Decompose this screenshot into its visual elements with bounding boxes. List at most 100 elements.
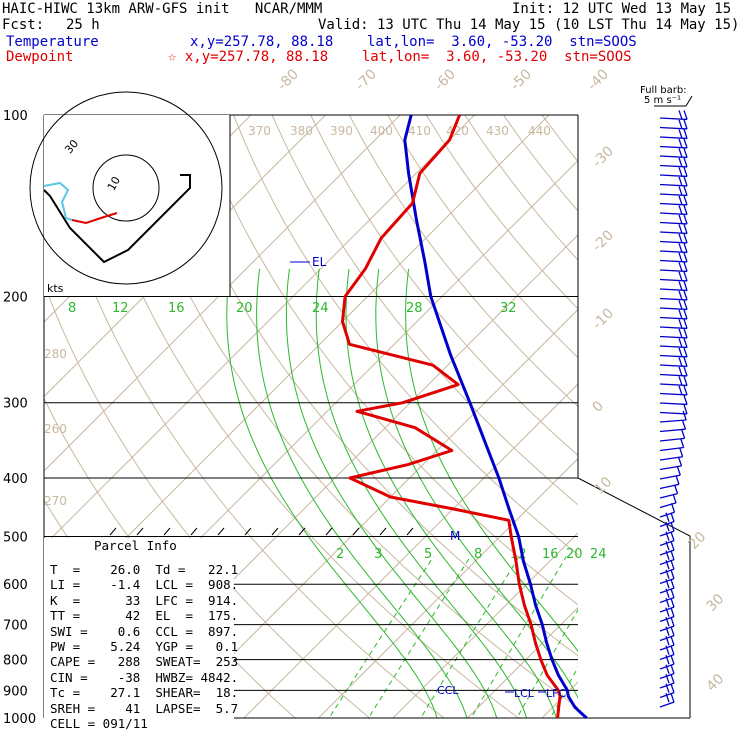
moist-adiabat-line (315, 268, 528, 718)
lcl-label: LCL (514, 687, 535, 700)
isotherm-line (44, 115, 476, 547)
hash-mark (109, 527, 117, 536)
wind-barb-flag (683, 243, 688, 253)
parcel-info-title: Parcel Info (94, 538, 177, 553)
dry-adiabat-line (541, 115, 578, 163)
wind-barb-flag (683, 385, 688, 396)
wind-barb-flag (670, 521, 675, 532)
isotherm-line (541, 681, 578, 718)
wind-barb-flag (678, 119, 683, 130)
wind-barb-staff (659, 202, 688, 206)
isotherm-line (44, 115, 550, 621)
wind-barb-staff (659, 373, 688, 377)
wind-barb-flag (679, 447, 684, 457)
wind-barb-staff (659, 364, 688, 368)
moist-adiabat-label: 8 (68, 301, 76, 316)
wind-barb-flag (678, 328, 683, 339)
wind-barb-flag (670, 569, 675, 579)
wind-barb-staff (659, 174, 688, 178)
pressure-label: 100 (3, 109, 28, 124)
wind-barb-flag (665, 692, 670, 703)
wind-barb-flag (665, 569, 670, 579)
isotherm-line (678, 102, 740, 731)
wind-barb-staff (659, 493, 678, 499)
pressure-label: 600 (3, 578, 28, 593)
wind-barb-flag (665, 578, 670, 589)
moist-adiabat-line (256, 268, 468, 718)
lfc-label: LFC (546, 687, 566, 700)
hodograph-background (44, 115, 230, 296)
wind-barb-flag (665, 616, 670, 627)
wind-barb-flag (678, 290, 683, 301)
wind-barb-flag (670, 578, 675, 589)
wind-barb-flag (683, 205, 688, 215)
mixing-ratio-label: 20 (566, 547, 583, 562)
wind-barb-flag (670, 654, 675, 665)
dry-adiabat-line (271, 115, 578, 506)
wind-barb-flag (665, 531, 670, 541)
hodograph-trace-upper (43, 174, 191, 264)
wind-barb-staff (659, 297, 688, 301)
hash-mark (217, 527, 225, 536)
wind-barb-staff (659, 155, 688, 159)
el-label: EL (312, 255, 327, 269)
wind-barb-flag (678, 347, 683, 358)
wind-barb-flag (665, 683, 670, 693)
theta-label: 270 (44, 494, 67, 508)
wind-barb-flag (678, 262, 683, 272)
wind-barb-flag (683, 357, 688, 367)
theta-label: 390 (330, 124, 353, 138)
temperature-legend: Temperature (6, 34, 99, 50)
wind-barb-flag (678, 300, 683, 310)
parcel-info-panel: Parcel Info T = 26.0 Td = 22.1 LI = -1.4 … (44, 538, 238, 731)
isotherm-line (392, 532, 578, 718)
wind-barb-flag (680, 438, 685, 448)
isotherm-label: -80 (275, 66, 302, 93)
dry-adiabat-line (194, 115, 578, 606)
wind-barb-flag (670, 597, 675, 608)
hash-mark (325, 527, 333, 536)
wind-barb-flag (677, 456, 683, 467)
theta-label: 380 (290, 124, 313, 138)
moist-adiabat-label: 12 (112, 301, 129, 316)
dry-adiabat-line (78, 115, 520, 718)
theta-label: 370 (248, 124, 271, 138)
moist-adiabat-label: 32 (500, 301, 517, 316)
wind-barb-staff (659, 250, 688, 254)
wind-barb-flag (665, 550, 670, 560)
wind-barb-staff (659, 383, 688, 387)
mixing-ratio-line (470, 556, 567, 718)
wind-barb-staff (659, 474, 681, 480)
parcel-info-row: CIN = -38 HWBZ= 4842. (50, 669, 239, 685)
wind-barb-flag (681, 429, 686, 439)
wind-barb-flag (683, 176, 688, 187)
wind-barb-staff (659, 231, 688, 235)
isotherm-line (243, 383, 578, 718)
wind-barb-staff (659, 269, 688, 273)
wind-barb-flag (665, 626, 670, 636)
wind-barb-flag (670, 503, 676, 513)
moist-adiabat-label: 28 (406, 301, 423, 316)
pressure-label: 200 (3, 291, 28, 306)
wind-barb-flag (683, 366, 688, 377)
mixing-ratio-label: 8 (474, 547, 482, 562)
wind-barb-flag (665, 673, 670, 684)
isotherm-label: 40 (704, 671, 728, 695)
hodograph-ring-label: 10 (105, 174, 123, 193)
parcel-info-row: SWI = 0.6 CCL = 897. (50, 623, 239, 639)
wind-barb-flag (678, 385, 683, 396)
wind-barb-staff (659, 221, 688, 225)
wind-barb-flag (670, 559, 675, 570)
wind-barb-flag (676, 465, 681, 476)
wind-barb-flag (683, 376, 688, 386)
theta-label: 430 (486, 124, 509, 138)
wind-barb-flag (670, 626, 675, 636)
moist-adiabat-line (345, 268, 557, 718)
wind-barb-flag (678, 376, 683, 386)
hash-mark (271, 527, 279, 536)
wind-barb-flag (678, 224, 683, 234)
forecast-hour: 25 h (66, 17, 100, 33)
wind-barb-staff (659, 392, 688, 396)
dewpoint-profile (341, 114, 562, 719)
